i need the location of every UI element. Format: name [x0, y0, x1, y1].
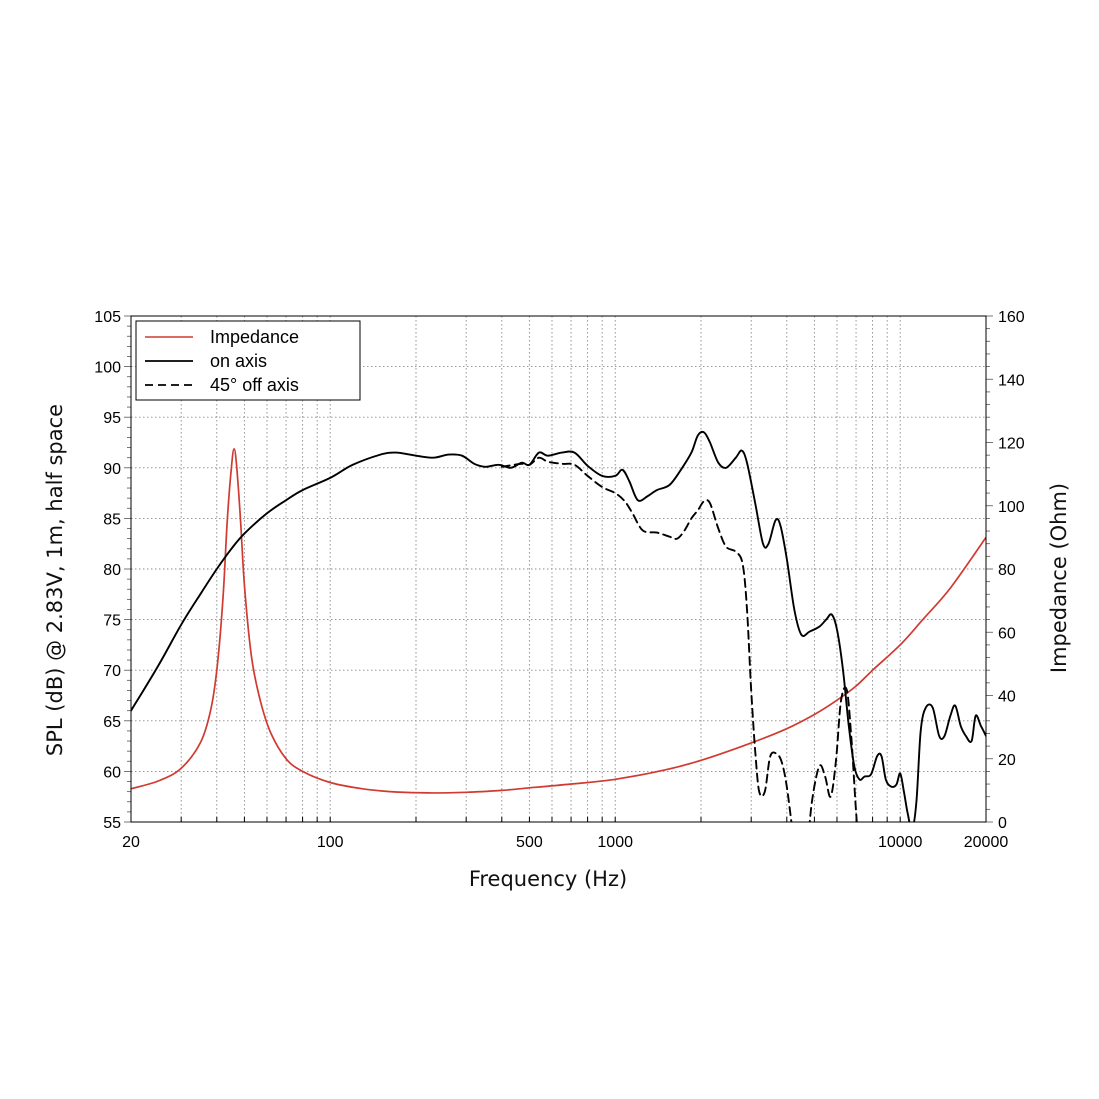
y2-tick-label: 120: [998, 436, 1025, 453]
series: [131, 430, 986, 822]
y-tick-label: 70: [103, 663, 121, 680]
x-axis-ticks: 20 100 500 1000 10000 20000: [122, 834, 1008, 851]
x-tick-label: 20000: [964, 834, 1009, 851]
y-tick-label: 60: [103, 764, 121, 781]
y-tick-label: 95: [103, 410, 121, 427]
series-line-impedance: [131, 447, 986, 794]
x-axis-title: Frequency (Hz): [469, 867, 627, 891]
y-axis-ticks: 105 100 95 90 85 80 75 70 65 60 55: [94, 309, 121, 832]
y2-tick-label: 160: [998, 309, 1025, 326]
axis-ticks: 20 100 500 1000 10000 20000 105 100 95 9…: [94, 309, 1025, 851]
y2-tick-label: 20: [998, 752, 1016, 769]
y-tick-label: 80: [103, 562, 121, 579]
y2-axis-title: Impedance (Ohm): [1047, 483, 1071, 673]
plot-frame: [130, 315, 987, 823]
y2-tick-label: 80: [998, 562, 1016, 579]
y-tick-label: 75: [103, 613, 121, 630]
y-tick-label: 100: [94, 360, 121, 377]
series-line-on-axis: [131, 430, 986, 822]
x-tick-label: 1000: [597, 834, 633, 851]
x-tick-label: 500: [516, 834, 543, 851]
x-tick-label: 10000: [878, 834, 923, 851]
y2-tick-label: 100: [998, 499, 1025, 516]
y2-tick-label: 0: [998, 815, 1007, 832]
y-axis-title: SPL (dB) @ 2.83V, 1m, half space: [43, 404, 67, 756]
legend-label-impedance: Impedance: [210, 327, 299, 347]
x-tick-label: 100: [317, 834, 344, 851]
y2-tick-label: 60: [998, 625, 1016, 642]
legend-label-on-axis: on axis: [210, 351, 267, 371]
y-tick-label: 105: [94, 309, 121, 326]
y-tick-label: 65: [103, 714, 121, 731]
series-line-45-off-axis: [500, 456, 858, 822]
y-tick-label: 90: [103, 461, 121, 478]
legend: Impedance on axis 45° off axis: [135, 320, 361, 401]
legend-label-off-axis: 45° off axis: [210, 375, 299, 395]
y-tick-label: 55: [103, 815, 121, 832]
y-tick-label: 85: [103, 511, 121, 528]
y2-tick-label: 40: [998, 689, 1016, 706]
x-tick-label: 20: [122, 834, 140, 851]
y2-axis-ticks: 160 140 120 100 80 60 40 20 0: [998, 309, 1025, 832]
y2-tick-label: 140: [998, 372, 1025, 389]
